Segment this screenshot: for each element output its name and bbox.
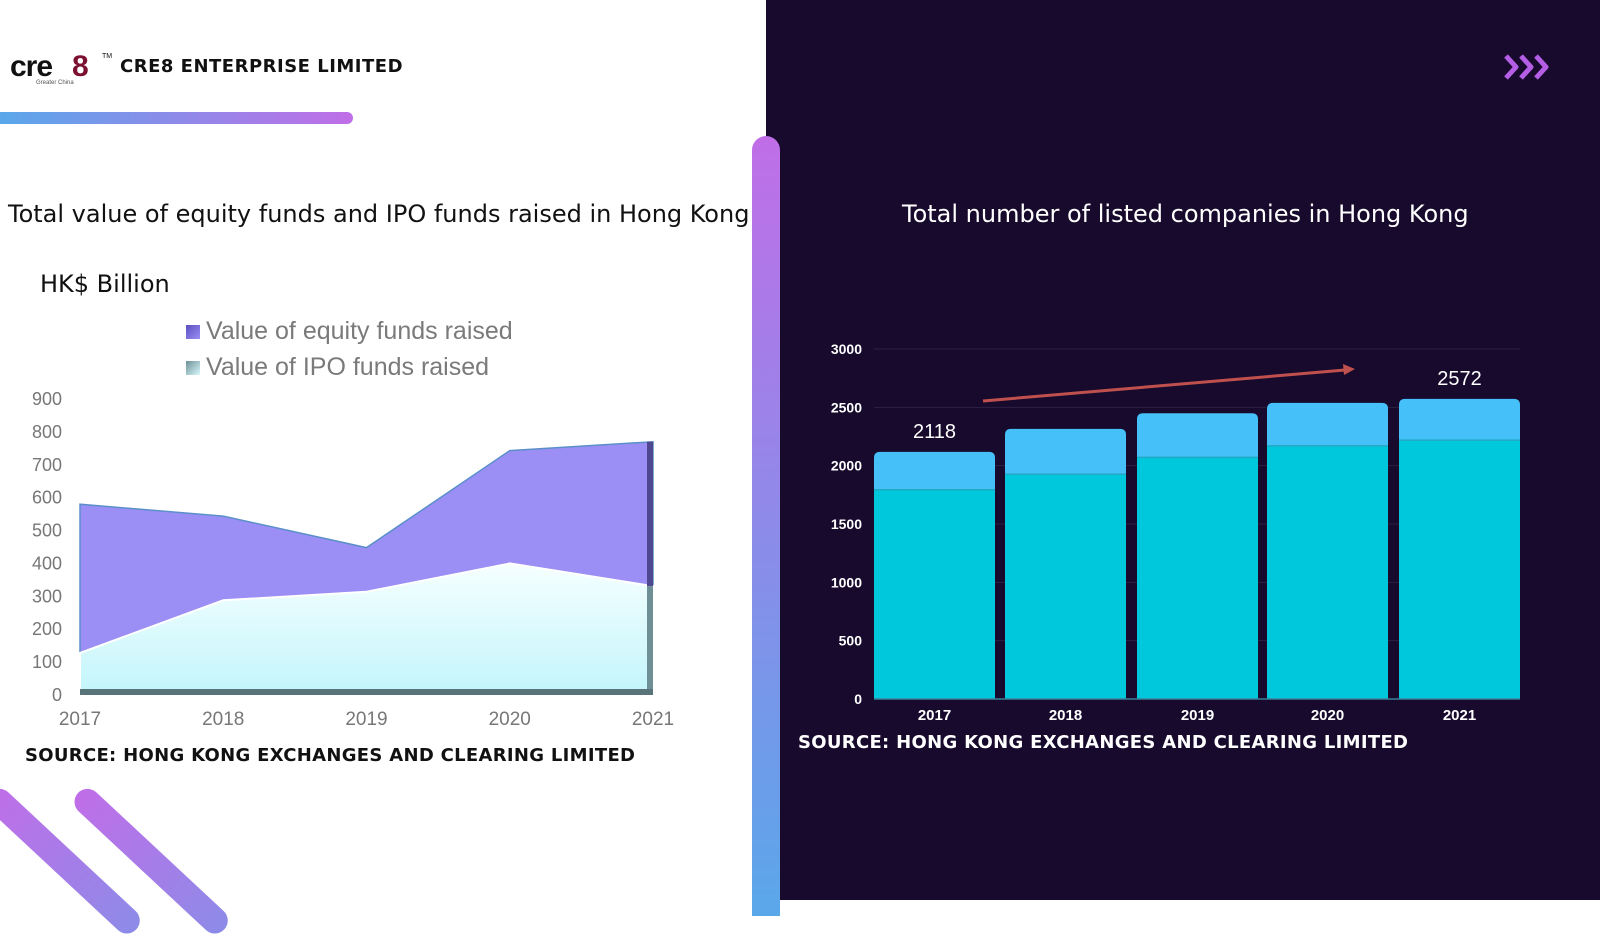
trend-arrow-head [1343,364,1355,375]
y-tick-label: 2000 [831,458,862,474]
left-source: SOURCE: HONG KONG EXCHANGES AND CLEARING… [25,745,635,766]
y-tick-label: 1000 [831,574,862,590]
x-tick-label: 2021 [1443,707,1476,724]
y-tick-label: 1500 [831,516,862,532]
trend-arrow-line [983,370,1345,401]
bar-segment-main [1267,446,1388,699]
bar-segment-top [874,452,995,490]
bar-segment-main [1137,457,1258,699]
x-tick-label: 2019 [1181,707,1214,724]
y-tick-label: 0 [854,691,862,707]
bar-segment-main [1399,440,1520,699]
y-tick-label: 2500 [831,399,862,415]
y-tick-label: 3000 [831,341,862,357]
bar-segment-main [874,490,995,699]
x-tick-label: 2017 [918,707,951,724]
data-label: 2572 [1437,368,1482,390]
right-source: SOURCE: HONG KONG EXCHANGES AND CLEARING… [798,732,1408,753]
bar-segment-top [1399,399,1520,440]
x-tick-label: 2018 [1049,707,1082,724]
x-tick-label: 2020 [1311,707,1344,724]
bar-segment-top [1005,429,1126,474]
bar-segment-main [1005,474,1126,699]
bar-segment-top [1137,413,1258,457]
data-label: 2118 [913,421,956,443]
y-tick-label: 500 [839,633,863,649]
bar-segment-top [1267,403,1388,446]
